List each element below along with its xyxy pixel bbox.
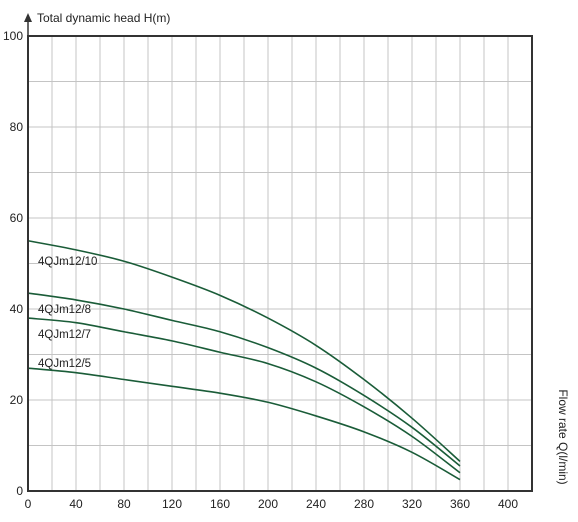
y-tick-label: 100 bbox=[3, 29, 23, 43]
x-tick-label: 360 bbox=[450, 497, 470, 511]
x-tick-label: 160 bbox=[210, 497, 230, 511]
x-tick-label: 280 bbox=[354, 497, 374, 511]
series-line-4QJm12/8 bbox=[27, 292, 461, 467]
x-tick-label: 240 bbox=[306, 497, 326, 511]
y-tick-label: 60 bbox=[10, 211, 24, 225]
series-lines bbox=[27, 239, 461, 481]
series-line-4QJm12/7 bbox=[27, 317, 461, 474]
x-tick-label: 200 bbox=[258, 497, 278, 511]
y-tick-label: 0 bbox=[16, 484, 23, 498]
series-label: 4QJm12/10 bbox=[38, 256, 97, 268]
plot-frame bbox=[27, 35, 533, 492]
series-label: 4QJm12/5 bbox=[38, 358, 91, 370]
x-tick-label: 40 bbox=[69, 497, 83, 511]
y-tick-label: 40 bbox=[10, 302, 24, 316]
series-line-4QJm12/10 bbox=[27, 239, 461, 463]
series-label: 4QJm12/8 bbox=[38, 304, 91, 316]
x-tick-label: 320 bbox=[402, 497, 422, 511]
series-label: 4QJm12/7 bbox=[38, 329, 91, 341]
series-line-4QJm12/5 bbox=[27, 367, 461, 481]
y-tick-label: 80 bbox=[10, 120, 24, 134]
y-axis-title: Total dynamic head H(m) bbox=[37, 11, 170, 25]
x-tick-label: 80 bbox=[117, 497, 131, 511]
x-tick-label: 120 bbox=[162, 497, 182, 511]
y-axis-arrowhead bbox=[24, 13, 32, 22]
axes: 0 40 80 120 160 200 240 280 320 360 400 0 20 40 60 80 10… bbox=[3, 11, 570, 511]
x-axis-title: Flow rate Q(l/min) bbox=[556, 389, 570, 484]
x-tick-label: 400 bbox=[498, 497, 518, 511]
series-labels: 4QJm12/10 4QJm12/8 4QJm12/7 4QJm12/5 bbox=[38, 256, 97, 370]
y-tick-label: 20 bbox=[10, 393, 24, 407]
grid bbox=[28, 36, 532, 491]
x-tick-label: 0 bbox=[25, 497, 32, 511]
